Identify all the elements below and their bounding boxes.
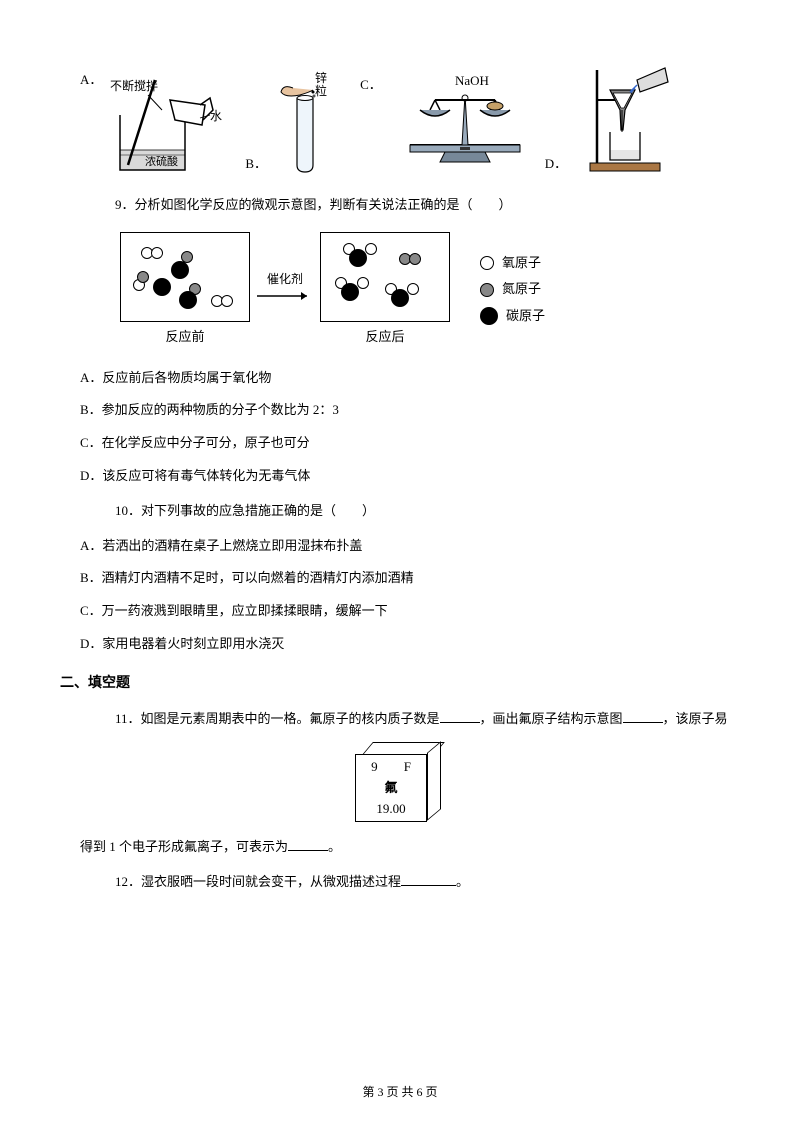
acid-label: 浓硫酸: [145, 154, 178, 168]
svg-text:粒: 粒: [315, 83, 327, 98]
q9-text: 9．分析如图化学反应的微观示意图，判断有关说法正确的是（ ）: [115, 195, 740, 216]
element-cell-diagram: 9 F 氟 19.00: [355, 740, 445, 825]
experiment-a-diagram: 不断搅拌 水 浓硫酸: [110, 70, 240, 175]
before-label: 反应前: [120, 327, 250, 348]
q9-option-b: B．参加反应的两种物质的分子个数比为 2：3: [80, 400, 740, 421]
q9-option-a: A．反应前后各物质均属于氧化物: [80, 368, 740, 389]
legend-nitrogen: 氮原子: [502, 279, 541, 300]
option-d-label: D．: [545, 154, 567, 175]
element-number: 9: [371, 757, 378, 778]
reaction-arrow: 催化剂: [250, 270, 320, 309]
q9-option-d: D．该反应可将有毒气体转化为无毒气体: [80, 466, 740, 487]
q9-molecule-diagram: 反应前 催化剂 反应后 氧原子 氮原子 碳原子: [120, 232, 740, 348]
q11-text-after2: 。: [328, 839, 341, 854]
catalyst-label: 催化剂: [250, 270, 320, 289]
q12-text: 12．湿衣服晒一段时间就会变干，从微观描述过程 。: [115, 872, 740, 893]
q10-text: 10．对下列事故的应急措施正确的是（ ）: [115, 501, 740, 522]
fill-blank: [401, 872, 456, 886]
option-a-group: A． 不断搅拌 水 浓硫酸: [80, 70, 240, 175]
svg-text:NaOH: NaOH: [455, 73, 489, 88]
legend-oxygen: 氧原子: [502, 253, 541, 274]
reaction-before-box: 反应前: [120, 232, 250, 348]
option-diagrams-row: A． 不断搅拌 水 浓硫酸 B． 锌 粒 C: [80, 60, 740, 175]
option-a-label: A．: [80, 70, 102, 91]
section-2-heading: 二、填空题: [60, 673, 740, 695]
q10-option-c: C．万一药液溅到眼睛里，应立即揉揉眼睛，缓解一下: [80, 601, 740, 622]
option-c-group: C． NaOH: [360, 70, 540, 175]
fill-blank: [623, 709, 663, 723]
element-name: 氟: [384, 778, 397, 799]
option-c-label: C．: [360, 75, 382, 96]
after-label: 反应后: [320, 327, 450, 348]
q11-line1: 11．如图是元素周期表中的一格。氟原子的核内质子数是 ，画出氟原子结构示意图 ，该原…: [115, 709, 740, 730]
experiment-b-diagram: 锌 粒: [275, 70, 355, 175]
q11-line2: 得到 1 个电子形成氟离子，可表示为 。: [80, 837, 740, 858]
legend-carbon: 碳原子: [506, 306, 545, 327]
option-b-group: B． 锌 粒: [245, 70, 355, 175]
fill-blank: [440, 709, 480, 723]
q12-text-after: 。: [456, 874, 469, 889]
experiment-c-diagram: NaOH: [390, 70, 540, 175]
page-footer: 第 3 页 共 6 页: [0, 1083, 800, 1102]
q10-option-a: A．若洒出的酒精在桌子上燃烧立即用湿抹布扑盖: [80, 536, 740, 557]
fill-blank: [288, 837, 328, 851]
element-symbol: F: [404, 757, 411, 778]
experiment-d-diagram: [575, 60, 685, 175]
option-d-group: D．: [545, 60, 685, 175]
q10-option-b: B．酒精灯内酒精不足时，可以向燃着的酒精灯内添加酒精: [80, 568, 740, 589]
q11-text-mid1: ，画出氟原子结构示意图: [480, 711, 623, 726]
svg-text:水: 水: [210, 109, 222, 123]
element-mass: 19.00: [376, 799, 405, 820]
q10-option-d: D．家用电器着火时刻立即用水浇灭: [80, 634, 740, 655]
q11-text-after1: 得到 1 个电子形成氟离子，可表示为: [80, 839, 288, 854]
q11-text-before: 11．如图是元素周期表中的一格。氟原子的核内质子数是: [115, 711, 440, 726]
q11-text-mid2: ，该原子易: [663, 711, 728, 726]
option-b-label: B．: [245, 154, 267, 175]
q12-text-before: 12．湿衣服晒一段时间就会变干，从微观描述过程: [115, 874, 401, 889]
atom-legend: 氧原子 氮原子 碳原子: [480, 247, 545, 333]
svg-text:锌: 锌: [315, 71, 327, 85]
q9-option-c: C．在化学反应中分子可分，原子也可分: [80, 433, 740, 454]
reaction-after-box: 反应后: [320, 232, 450, 348]
